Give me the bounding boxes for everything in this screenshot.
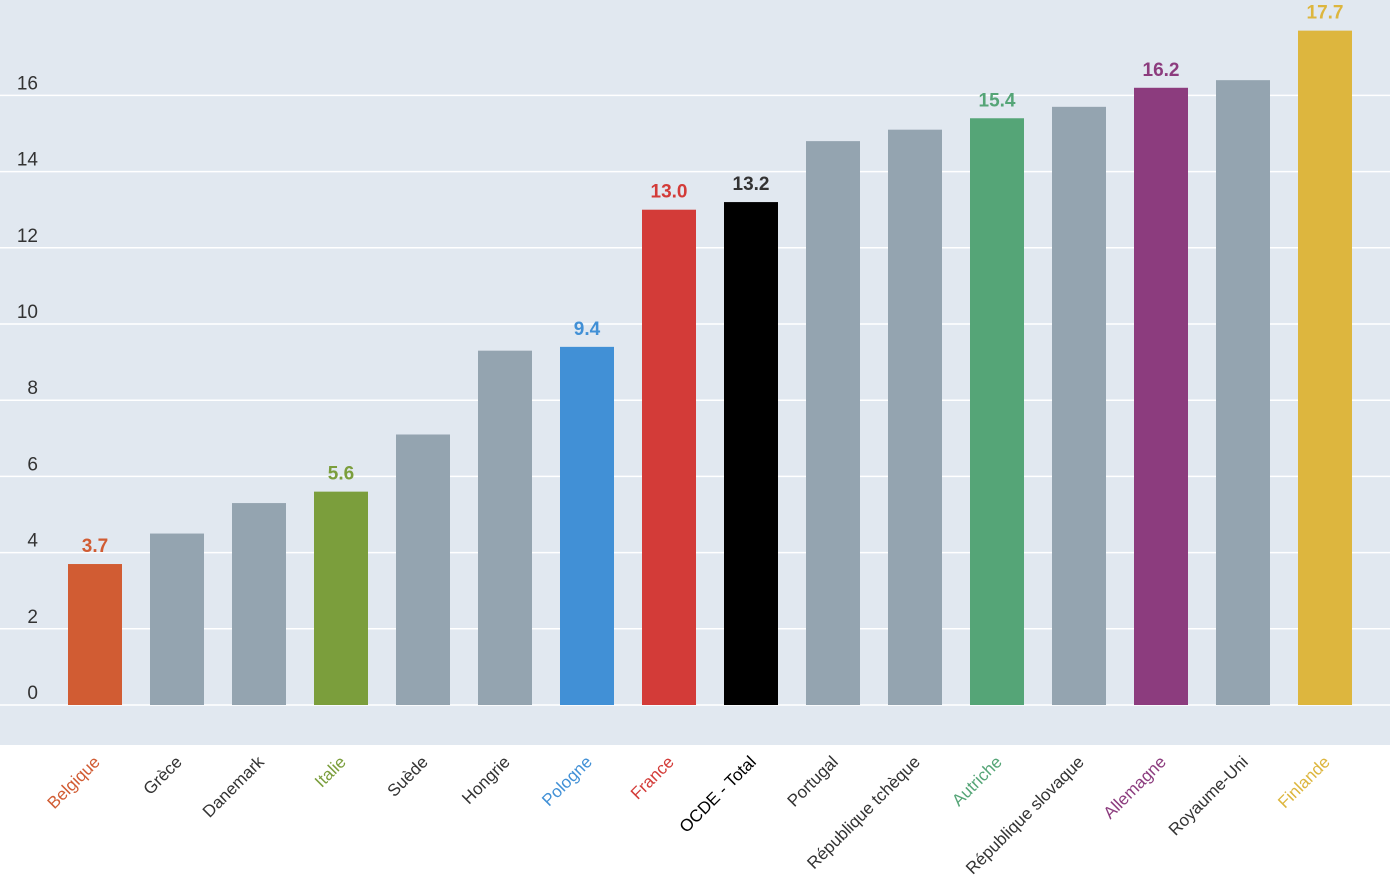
- y-tick-label: 8: [27, 378, 38, 399]
- x-tick-label: Grèce: [140, 752, 186, 798]
- x-tick-label: Royaume-Uni: [1165, 752, 1252, 839]
- data-label: 15.4: [979, 90, 1016, 111]
- x-tick-label: Allemagne: [1100, 752, 1170, 822]
- y-tick-label: 16: [17, 73, 38, 94]
- bar: [888, 129, 942, 705]
- bars: [68, 30, 1352, 705]
- bar: [560, 346, 614, 705]
- bar: [1216, 80, 1270, 705]
- data-label: 13.0: [651, 182, 688, 203]
- data-label: 5.6: [328, 464, 354, 485]
- x-tick-label: Portugal: [784, 752, 842, 810]
- bar: [806, 141, 860, 705]
- bar: [232, 503, 286, 705]
- bar: [642, 209, 696, 705]
- bar: [724, 202, 778, 705]
- data-label: 13.2: [733, 174, 770, 195]
- data-label: 17.7: [1307, 3, 1344, 24]
- data-label: 16.2: [1143, 60, 1180, 81]
- bar: [1052, 106, 1106, 705]
- y-tick-label: 14: [17, 150, 39, 171]
- data-label: 9.4: [574, 319, 601, 340]
- x-tick-label: Finlande: [1274, 752, 1334, 812]
- data-label: 3.7: [82, 536, 108, 557]
- y-tick-label: 6: [27, 454, 38, 475]
- bar: [396, 434, 450, 705]
- x-tick-label: Italie: [311, 752, 350, 791]
- y-tick-label: 10: [17, 302, 38, 323]
- y-tick-label: 2: [27, 607, 38, 628]
- x-axis-ticks: Belgique Grèce Danemark Italie Suède Hongrie P…: [44, 752, 1334, 878]
- y-tick-label: 12: [17, 226, 38, 247]
- x-tick-label: Autriche: [948, 752, 1006, 810]
- x-tick-label: France: [627, 752, 678, 803]
- bar: [68, 564, 122, 705]
- x-tick-label: Pologne: [538, 752, 596, 810]
- y-axis-ticks: 0 2 4 6 8 10 12 14 16: [17, 73, 39, 704]
- bar: [314, 491, 368, 705]
- bar: [970, 118, 1024, 705]
- data-labels: 3.7 5.6 9.4 13.0 13.2 15.4 16.2 17.7: [82, 3, 1344, 557]
- bar: [478, 350, 532, 705]
- x-tick-label: Hongrie: [458, 752, 514, 808]
- bar: [1134, 87, 1188, 705]
- x-tick-label: Belgique: [44, 752, 104, 812]
- y-tick-label: 0: [27, 683, 38, 704]
- x-tick-label: Danemark: [199, 752, 268, 821]
- y-tick-label: 4: [27, 531, 38, 552]
- bar: [1298, 30, 1352, 705]
- bar: [150, 533, 204, 705]
- x-tick-label: OCDE - Total: [676, 752, 760, 836]
- x-tick-label: Suède: [384, 752, 432, 800]
